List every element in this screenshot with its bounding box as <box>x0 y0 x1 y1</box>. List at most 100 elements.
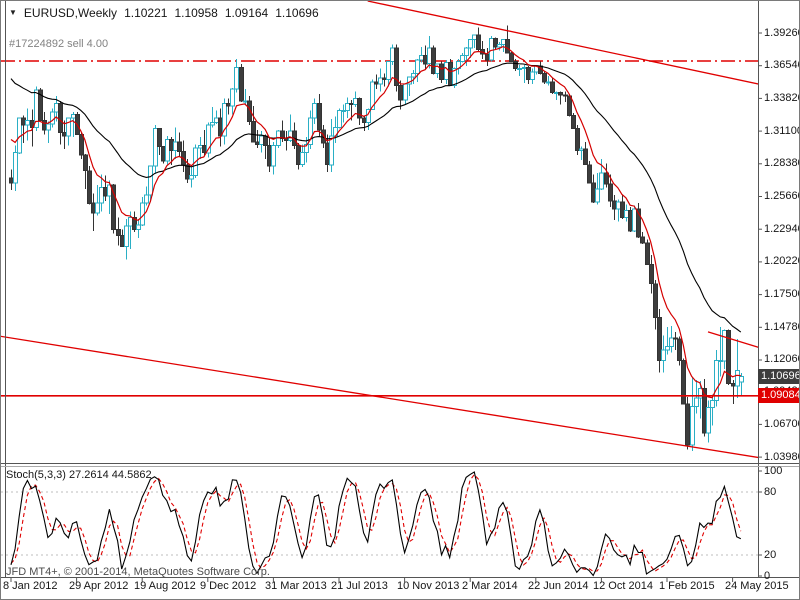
candle <box>21 117 26 126</box>
symbol-dropdown-icon[interactable]: ▼ <box>9 8 17 17</box>
candle <box>726 330 731 385</box>
oscillator-tick-label: 80 <box>764 486 777 498</box>
stoch-pane-layer[interactable] <box>1 471 758 577</box>
date-tick-label: 8 Jan 2012 <box>3 580 58 592</box>
candle <box>448 62 453 86</box>
candle <box>95 202 100 214</box>
candle <box>714 360 719 401</box>
trendline[interactable] <box>367 1 760 85</box>
candle <box>214 117 219 124</box>
candle <box>25 119 30 126</box>
candle <box>83 154 88 172</box>
candle <box>230 88 235 107</box>
candle <box>58 102 63 133</box>
candle <box>661 349 666 362</box>
candle <box>550 81 555 94</box>
candle <box>226 102 231 107</box>
candle <box>563 94 568 97</box>
candle <box>296 145 301 166</box>
candle <box>173 141 178 151</box>
candle <box>612 200 617 210</box>
candle <box>341 110 346 113</box>
copyright-label: JFD MT4+, © 2001-2014, MetaQuotes Softwa… <box>6 566 270 578</box>
candle <box>632 208 637 232</box>
candle <box>71 113 76 119</box>
candle <box>386 60 391 80</box>
candle <box>317 102 322 131</box>
candle <box>710 399 715 409</box>
ma-slow-line <box>10 62 742 333</box>
price-tick-label: 1.33820 <box>764 92 800 104</box>
candle <box>739 375 744 383</box>
candle <box>452 68 457 86</box>
candle <box>91 202 96 214</box>
candle <box>247 100 252 122</box>
candle <box>640 236 645 244</box>
candle <box>542 72 547 83</box>
candle <box>120 235 125 247</box>
candle <box>501 39 506 46</box>
candle <box>624 209 629 219</box>
oscillator-tick-label: 100 <box>764 465 783 477</box>
candle <box>329 135 334 166</box>
candle <box>690 405 695 446</box>
date-tick-label: 21 Jul 2013 <box>331 580 388 592</box>
candle <box>583 148 588 166</box>
date-tick-label: 10 Nov 2013 <box>397 580 460 592</box>
candle <box>427 47 432 65</box>
candle <box>9 177 14 184</box>
candle <box>636 208 641 238</box>
candle <box>366 109 371 124</box>
candle <box>439 63 444 80</box>
date-tick-label: 19 Aug 2012 <box>134 580 196 592</box>
candle <box>694 397 699 407</box>
candle <box>128 217 133 227</box>
candle <box>271 145 276 167</box>
candle <box>116 229 121 237</box>
candle <box>731 383 736 387</box>
candle <box>645 242 650 265</box>
candle <box>206 124 211 154</box>
candle <box>177 141 182 152</box>
candle <box>259 135 264 145</box>
candle <box>554 92 559 95</box>
trendline[interactable] <box>1 335 759 459</box>
candle <box>234 66 239 90</box>
candle <box>157 128 162 148</box>
candle <box>255 141 260 145</box>
candle <box>620 201 625 219</box>
candle <box>13 152 18 184</box>
axes-layer <box>1 1 799 582</box>
ohlc-low: 1.09164 <box>224 6 269 20</box>
candle <box>169 139 174 151</box>
main-pane-layer[interactable] <box>1 1 760 459</box>
price-tick-label: 1.17500 <box>764 288 800 300</box>
candle <box>66 117 71 137</box>
candle <box>345 102 350 112</box>
candle <box>42 119 47 131</box>
candle <box>599 172 604 190</box>
candle <box>546 81 551 84</box>
candle <box>198 145 203 149</box>
candle <box>489 38 494 61</box>
candle <box>288 130 293 142</box>
trendline[interactable] <box>707 331 759 348</box>
candle <box>472 34 477 41</box>
price-tick-label: 1.28380 <box>764 157 800 169</box>
candle <box>587 164 592 184</box>
candle <box>308 117 313 145</box>
candle <box>390 47 395 62</box>
price-tick-label: 1.20220 <box>764 255 800 267</box>
candle <box>161 146 166 162</box>
candle <box>517 68 522 71</box>
candle <box>579 148 584 151</box>
candle <box>378 77 383 85</box>
candle <box>382 77 387 80</box>
candle <box>669 337 674 347</box>
candle <box>185 164 190 180</box>
candle <box>685 403 690 446</box>
candle <box>513 60 518 70</box>
candle <box>567 95 572 116</box>
candle <box>357 98 362 119</box>
